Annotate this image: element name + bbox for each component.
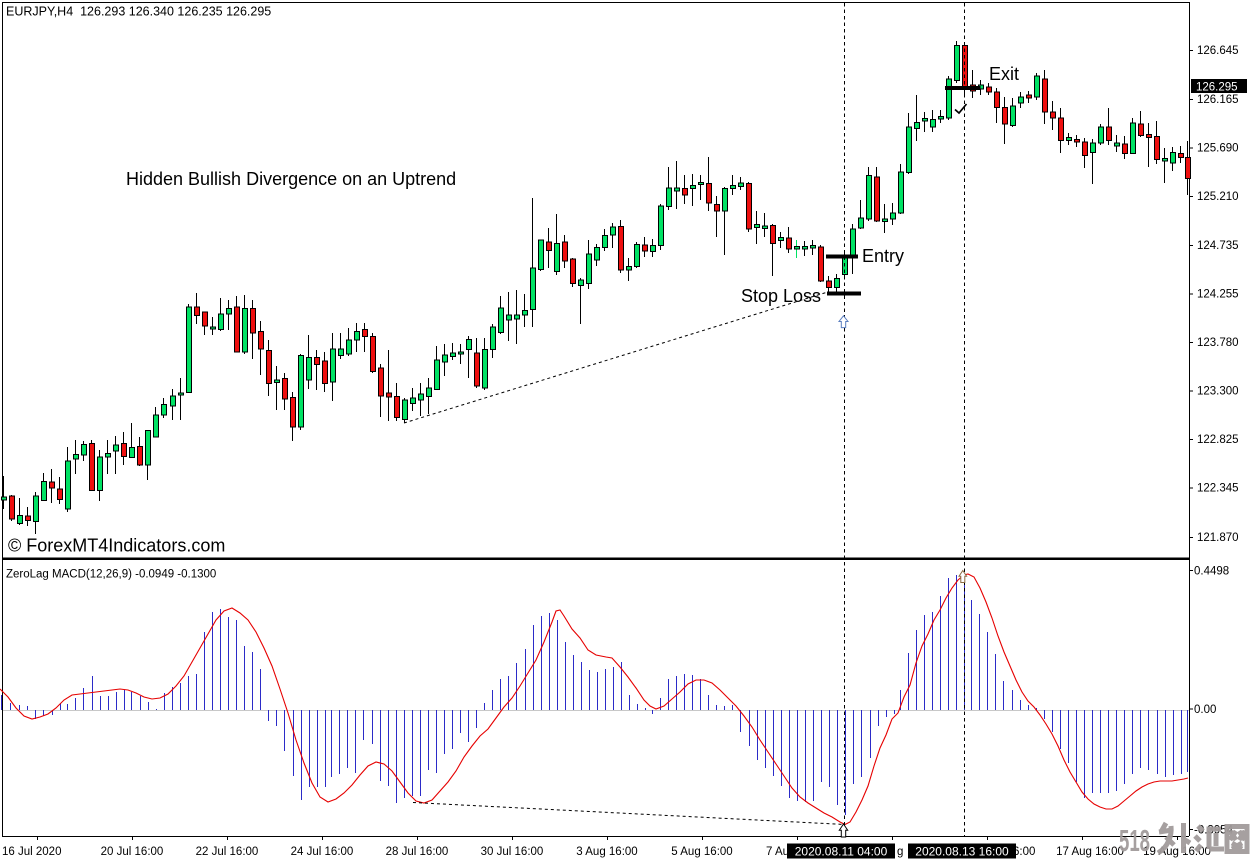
- svg-text:Entry: Entry: [862, 246, 904, 266]
- svg-text:0.4498: 0.4498: [1194, 566, 1229, 578]
- svg-text:16 Jul 2020: 16 Jul 2020: [2, 846, 61, 858]
- svg-text:24 Jul 16:00: 24 Jul 16:00: [291, 846, 354, 858]
- svg-text:17 Aug 16:00: 17 Aug 16:00: [1056, 846, 1124, 858]
- svg-text:126.295: 126.295: [1196, 82, 1238, 94]
- svg-text:Exit: Exit: [989, 64, 1019, 84]
- svg-text:ZeroLag MACD(12,26,9) -0.0949: ZeroLag MACD(12,26,9) -0.0949 -0.1300: [6, 569, 216, 581]
- svg-text:5 Aug 16:00: 5 Aug 16:00: [671, 846, 732, 858]
- svg-text:7 Au: 7 Au: [766, 846, 789, 858]
- svg-text:124.735: 124.735: [1197, 240, 1239, 252]
- svg-text:2020.08.11 04:00: 2020.08.11 04:00: [795, 845, 888, 859]
- svg-text:122.825: 122.825: [1197, 434, 1239, 446]
- svg-text:28 Jul 16:00: 28 Jul 16:00: [386, 846, 449, 858]
- svg-text:121.870: 121.870: [1197, 532, 1239, 544]
- svg-text:6:00: 6:00: [1013, 846, 1035, 858]
- svg-text:20 Jul 16:00: 20 Jul 16:00: [101, 846, 164, 858]
- svg-text:123.300: 123.300: [1197, 386, 1239, 398]
- svg-text:22 Jul 16:00: 22 Jul 16:00: [196, 846, 259, 858]
- svg-text:0.00: 0.00: [1194, 704, 1216, 716]
- svg-text:30 Jul 16:00: 30 Jul 16:00: [481, 846, 544, 858]
- svg-text:Hidden Bullish Divergence on a: Hidden Bullish Divergence on an Uptrend: [126, 169, 456, 189]
- svg-text:125.210: 125.210: [1197, 191, 1239, 203]
- svg-text:g: g: [897, 846, 903, 858]
- svg-text:518: 518: [1119, 823, 1150, 858]
- svg-text:© ForexMT4Indicators.com: © ForexMT4Indicators.com: [8, 536, 225, 556]
- svg-text:122.345: 122.345: [1197, 483, 1239, 495]
- svg-text:EURJPY,H4 126.293 126.340 126: EURJPY,H4 126.293 126.340 126.235 126.29…: [6, 5, 271, 19]
- svg-text:Stop Loss: Stop Loss: [741, 286, 821, 306]
- svg-text:123.780: 123.780: [1197, 337, 1239, 349]
- svg-text:2020.08.13 16:00: 2020.08.13 16:00: [915, 845, 1009, 859]
- svg-text:125.690: 125.690: [1197, 143, 1239, 155]
- svg-text:3 Aug 16:00: 3 Aug 16:00: [576, 846, 637, 858]
- svg-text:126.165: 126.165: [1197, 94, 1239, 106]
- svg-text:124.255: 124.255: [1197, 289, 1239, 301]
- svg-text:126.645: 126.645: [1197, 45, 1239, 57]
